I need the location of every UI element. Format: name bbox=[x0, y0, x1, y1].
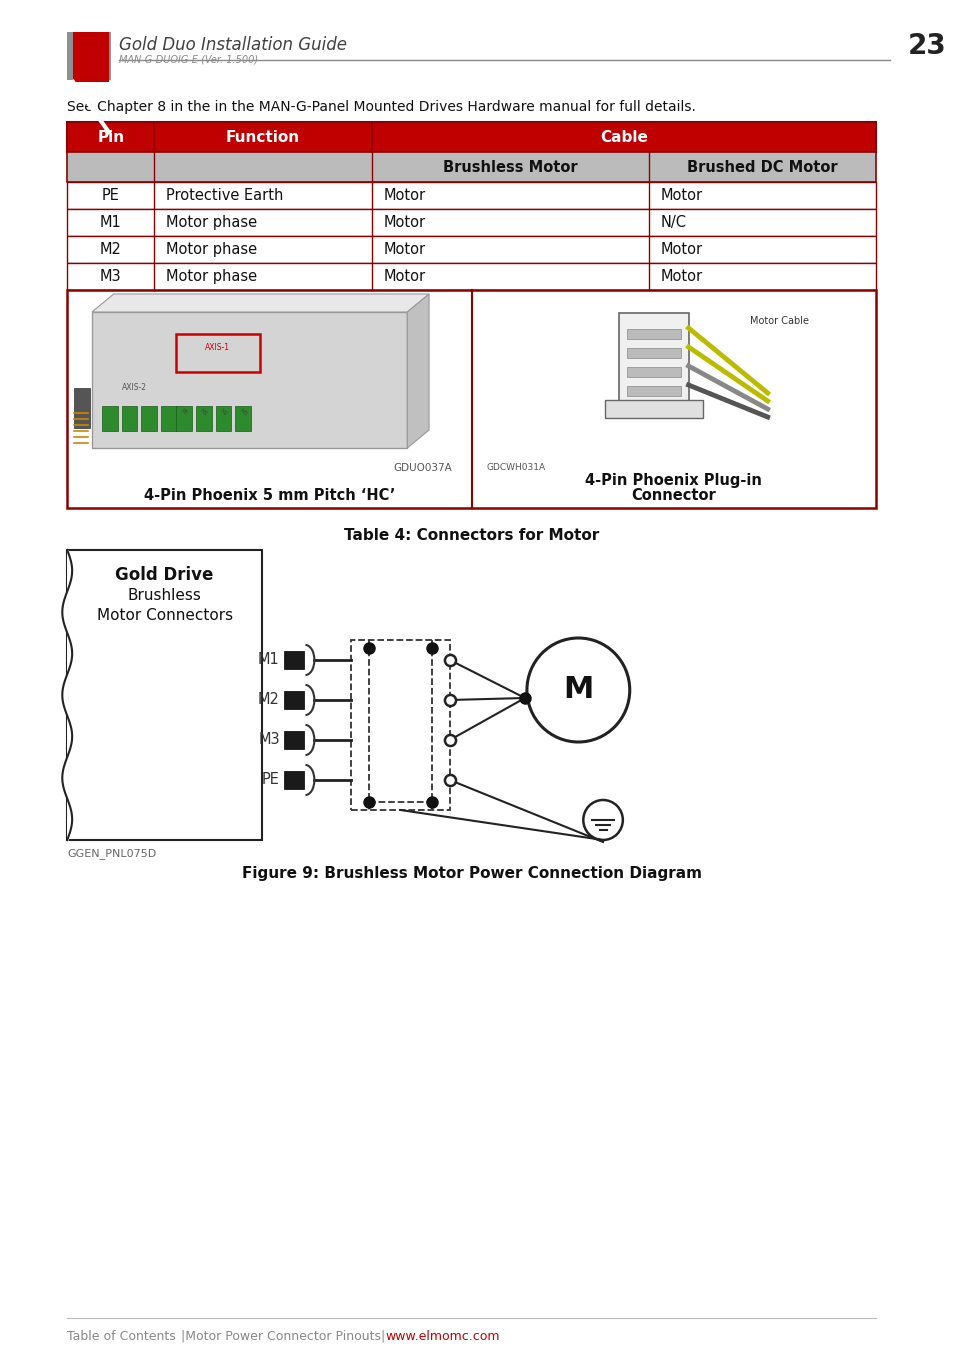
Bar bbox=[74, 387, 90, 428]
Text: Motor: Motor bbox=[383, 269, 425, 284]
Text: PE: PE bbox=[102, 188, 119, 202]
Text: Brushed DC Motor: Brushed DC Motor bbox=[686, 159, 837, 174]
Text: M2: M2 bbox=[218, 408, 228, 417]
Text: Figure 9: Brushless Motor Power Connection Diagram: Figure 9: Brushless Motor Power Connecti… bbox=[241, 865, 700, 882]
Bar bbox=[91, 312, 407, 448]
Text: M1: M1 bbox=[257, 652, 279, 667]
Text: Motor: Motor bbox=[383, 215, 425, 230]
Bar bbox=[161, 406, 176, 431]
Text: Motor phase: Motor phase bbox=[166, 269, 257, 284]
Text: 4-Pin Phoenix 5 mm Pitch ‘HC’: 4-Pin Phoenix 5 mm Pitch ‘HC’ bbox=[144, 489, 395, 504]
Text: Gold Duo Installation Guide: Gold Duo Installation Guide bbox=[118, 36, 346, 54]
Bar bbox=[604, 400, 702, 418]
Text: Motor: Motor bbox=[383, 242, 425, 256]
Polygon shape bbox=[407, 294, 429, 448]
Text: Motor: Motor bbox=[659, 269, 701, 284]
Text: Motor: Motor bbox=[659, 242, 701, 256]
Text: M3: M3 bbox=[258, 733, 279, 748]
Bar bbox=[67, 263, 875, 290]
Text: M3: M3 bbox=[100, 269, 121, 284]
Bar bbox=[627, 386, 679, 396]
Text: Motor Cable: Motor Cable bbox=[749, 316, 808, 325]
Bar bbox=[175, 406, 192, 431]
Bar bbox=[283, 651, 303, 670]
Text: Motor phase: Motor phase bbox=[166, 242, 257, 256]
Text: Gold Drive: Gold Drive bbox=[115, 566, 213, 585]
Circle shape bbox=[582, 801, 622, 840]
Text: 23: 23 bbox=[906, 32, 945, 59]
Bar bbox=[351, 640, 450, 810]
Bar bbox=[73, 32, 109, 82]
Text: See Chapter 8 in the in the MAN-G-Panel Mounted Drives Hardware manual for full : See Chapter 8 in the in the MAN-G-Panel … bbox=[67, 100, 696, 113]
Bar bbox=[175, 333, 260, 373]
Bar bbox=[618, 313, 688, 404]
Bar bbox=[283, 730, 303, 749]
Text: Motor: Motor bbox=[383, 188, 425, 202]
Text: M2: M2 bbox=[257, 693, 279, 707]
Text: Brushless: Brushless bbox=[128, 587, 201, 602]
Text: AXIS-2: AXIS-2 bbox=[122, 382, 147, 391]
Bar bbox=[627, 348, 679, 358]
Text: Protective Earth: Protective Earth bbox=[166, 188, 283, 202]
Text: Brushless Motor: Brushless Motor bbox=[442, 159, 577, 174]
Text: Motor phase: Motor phase bbox=[166, 215, 257, 230]
Text: Function: Function bbox=[226, 130, 300, 144]
Text: Connector: Connector bbox=[631, 489, 716, 504]
Text: |Motor Power Connector Pinouts|: |Motor Power Connector Pinouts| bbox=[172, 1330, 385, 1343]
Text: Table 4: Connectors for Motor: Table 4: Connectors for Motor bbox=[344, 528, 598, 543]
Text: PE: PE bbox=[179, 408, 188, 416]
Bar bbox=[627, 367, 679, 377]
Text: M: M bbox=[562, 675, 593, 705]
Text: Motor: Motor bbox=[659, 188, 701, 202]
Bar bbox=[235, 406, 251, 431]
Text: GDCWH031A: GDCWH031A bbox=[486, 463, 545, 472]
Bar bbox=[283, 691, 303, 709]
Text: GDUO037A: GDUO037A bbox=[393, 463, 452, 472]
Bar bbox=[215, 406, 231, 431]
Text: Table of Contents: Table of Contents bbox=[67, 1330, 175, 1343]
Bar bbox=[67, 182, 875, 209]
Bar bbox=[121, 406, 137, 431]
Bar bbox=[67, 290, 875, 508]
Text: PE: PE bbox=[262, 772, 279, 787]
Bar bbox=[67, 209, 875, 236]
Text: M2: M2 bbox=[100, 242, 122, 256]
Bar bbox=[67, 153, 875, 182]
Bar bbox=[195, 406, 212, 431]
Bar bbox=[283, 771, 303, 788]
Text: Motor Connectors: Motor Connectors bbox=[96, 608, 233, 622]
Bar bbox=[67, 32, 111, 80]
Bar bbox=[627, 329, 679, 339]
Text: M3: M3 bbox=[238, 408, 248, 417]
Text: Cable: Cable bbox=[599, 130, 647, 144]
Bar bbox=[67, 236, 875, 263]
Text: GGEN_PNL075D: GGEN_PNL075D bbox=[67, 848, 156, 859]
Bar bbox=[67, 122, 875, 153]
Text: Pin: Pin bbox=[97, 130, 124, 144]
Text: 4-Pin Phoenix Plug-in: 4-Pin Phoenix Plug-in bbox=[585, 472, 761, 487]
Bar bbox=[141, 406, 157, 431]
Bar bbox=[102, 406, 117, 431]
Text: AXIS-1: AXIS-1 bbox=[205, 343, 230, 351]
Bar bbox=[67, 549, 262, 840]
Polygon shape bbox=[91, 294, 429, 312]
Circle shape bbox=[526, 639, 629, 742]
Text: M1: M1 bbox=[199, 408, 208, 417]
Text: www.elmomc.com: www.elmomc.com bbox=[385, 1330, 499, 1343]
Text: M1: M1 bbox=[100, 215, 121, 230]
Text: MAN-G-DUOIG-E (Ver. 1.500): MAN-G-DUOIG-E (Ver. 1.500) bbox=[118, 54, 257, 63]
Text: N/C: N/C bbox=[659, 215, 685, 230]
